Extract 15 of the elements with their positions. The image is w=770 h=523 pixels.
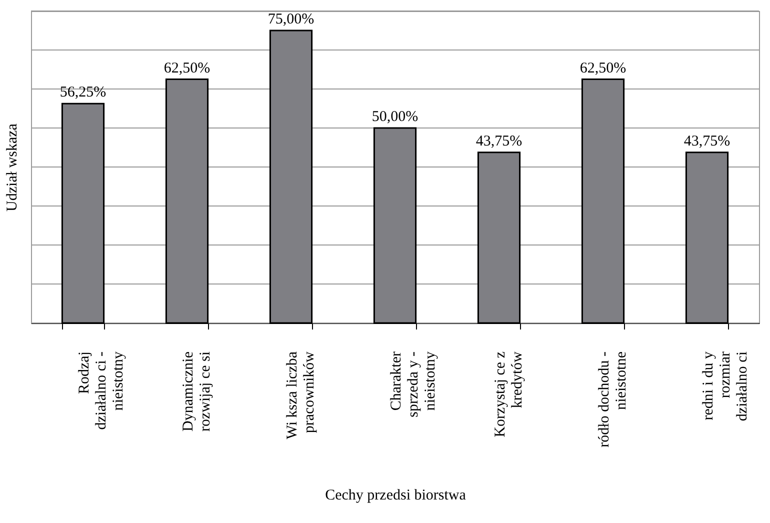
x-tick-label: Rodzaj działalno ci - nieistotny [76,351,126,430]
data-label: 50,00% [372,109,418,125]
data-label: 62,50% [580,60,626,76]
data-label: 56,25% [60,84,106,101]
data-label: 43,75% [684,133,730,150]
x-tick-label: redni i du y rozmiar działalno ci [700,351,750,422]
x-tick-label: Wi ksza liczba pracowników [284,351,318,440]
x-tick-label: Korzystaj ce z kredytów [492,351,526,438]
data-label: 75,00% [268,12,314,28]
y-axis-title: Udział wskaza [4,123,20,212]
data-label: 62,50% [164,60,210,76]
x-tick-label: Charakter sprzeda y - nieistotny [388,351,438,418]
x-axis-title: Cechy przedsi biorstwa [325,487,466,504]
x-tick-label: ródło dochodu - nieistotne [596,351,630,448]
data-label: 43,75% [476,133,522,150]
